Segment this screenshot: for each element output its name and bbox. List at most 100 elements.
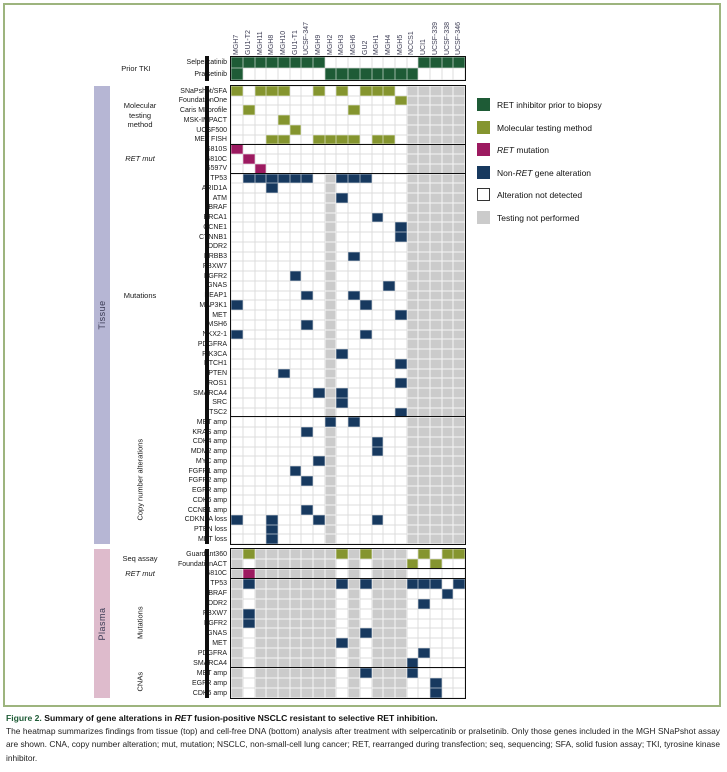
- column-label: MGH3: [338, 34, 346, 55]
- heatmap-cell: [359, 310, 372, 320]
- heatmap-cell: [266, 68, 279, 80]
- heatmap-cell: [313, 290, 325, 301]
- heatmap-cell: [371, 678, 384, 689]
- heatmap-cell: [336, 475, 349, 486]
- plasma-row-label: MET amp: [196, 669, 227, 677]
- heatmap-cell: [266, 212, 279, 223]
- heatmap-cell: [266, 658, 279, 669]
- heatmap-cell: [254, 329, 267, 340]
- heatmap-cell: [301, 417, 314, 428]
- heatmap-cell: [301, 668, 314, 679]
- heatmap-cell: [289, 628, 302, 639]
- heatmap-cell: [406, 68, 419, 80]
- heatmap-cell: [336, 86, 349, 96]
- heatmap-cell: [441, 534, 454, 544]
- heatmap-cell: [254, 261, 267, 272]
- heatmap-cell: [336, 241, 349, 252]
- heatmap-cell: [336, 466, 349, 476]
- heatmap-cell: [289, 144, 302, 155]
- heatmap-cell: [278, 163, 290, 174]
- heatmap-cell: [266, 505, 279, 515]
- heatmap-cell: [371, 456, 384, 467]
- heatmap-cell: [359, 329, 372, 340]
- heatmap-cell: [278, 271, 290, 281]
- heatmap-cell: [313, 57, 325, 69]
- heatmap-cell: [242, 549, 255, 559]
- heatmap-cell: [429, 456, 442, 467]
- heatmap-cell: [418, 388, 430, 398]
- heatmap-cell: [394, 349, 407, 359]
- heatmap-cell: [278, 568, 290, 579]
- heatmap-cell: [254, 202, 267, 213]
- heatmap-cell: [453, 173, 465, 184]
- heatmap-cell: [301, 193, 314, 203]
- heatmap-cell: [301, 524, 314, 535]
- heatmap-cell: [254, 339, 267, 350]
- heatmap-cell: [394, 618, 407, 629]
- heatmap-cell: [278, 475, 290, 486]
- heatmap-cell: [231, 183, 243, 194]
- heatmap-cell: [348, 688, 360, 698]
- heatmap-cell: [336, 232, 349, 242]
- heatmap-cell: [242, 598, 255, 609]
- heatmap-cell: [383, 212, 395, 223]
- heatmap-cell: [429, 495, 442, 505]
- heatmap-cell: [301, 358, 314, 369]
- heatmap-cell: [348, 202, 360, 213]
- heatmap-cell: [266, 549, 279, 559]
- heatmap-cell: [313, 388, 325, 398]
- tissue-row-label: CCNE1 amp: [187, 506, 227, 514]
- heatmap-cell: [418, 397, 430, 408]
- heatmap-cell: [359, 222, 372, 233]
- heatmap-cell: [348, 57, 360, 69]
- heatmap-cell: [254, 628, 267, 639]
- heatmap-cell: [429, 378, 442, 389]
- heatmap-cell: [348, 608, 360, 619]
- heatmap-cell: [394, 475, 407, 486]
- heatmap-cell: [242, 193, 255, 203]
- heatmap-cell: [429, 578, 442, 589]
- heatmap-cell: [324, 638, 337, 649]
- heatmap-cell: [394, 134, 407, 145]
- heatmap-cell: [313, 329, 325, 340]
- heatmap-cell: [254, 534, 267, 544]
- heatmap-cell: [324, 668, 337, 679]
- heatmap-cell: [406, 397, 419, 408]
- heatmap-cell: [418, 358, 430, 369]
- heatmap-cell: [266, 558, 279, 569]
- heatmap-cell: [313, 446, 325, 457]
- heatmap-cell: [254, 568, 267, 579]
- heatmap-cell: [336, 300, 349, 311]
- heatmap-cell: [254, 638, 267, 649]
- heatmap-cell: [278, 349, 290, 359]
- heatmap-cell: [441, 466, 454, 476]
- heatmap-cell: [242, 241, 255, 252]
- legend-swatch-gray: [477, 211, 490, 224]
- heatmap-cell: [289, 339, 302, 350]
- heatmap-cell: [336, 222, 349, 233]
- tissue-row-label: CDKN2A loss: [184, 516, 227, 524]
- heatmap-cell: [441, 648, 454, 659]
- heatmap-cell: [301, 475, 314, 486]
- heatmap-cell: [359, 232, 372, 242]
- heatmap-cell: [453, 86, 465, 96]
- heatmap-cell: [348, 212, 360, 223]
- heatmap-cell: [266, 568, 279, 579]
- column-label: GU2: [361, 40, 369, 55]
- heatmap-cell: [336, 124, 349, 135]
- heatmap-cell: [418, 319, 430, 330]
- heatmap-cell: [336, 446, 349, 457]
- heatmap-cell: [254, 95, 267, 106]
- heatmap-cell: [278, 68, 290, 80]
- heatmap-cell: [383, 534, 395, 544]
- heatmap-cell: [371, 524, 384, 535]
- heatmap-cell: [336, 290, 349, 301]
- heatmap-cell: [301, 173, 314, 184]
- caption-title: Figure 2. Summary of gene alterations in…: [6, 713, 438, 723]
- heatmap-cell: [289, 658, 302, 669]
- legend-swatch-white: [477, 188, 490, 202]
- heatmap-cell: [254, 505, 267, 515]
- heatmap-cell: [371, 339, 384, 350]
- heatmap-cell: [278, 212, 290, 223]
- heatmap-cell: [242, 495, 255, 505]
